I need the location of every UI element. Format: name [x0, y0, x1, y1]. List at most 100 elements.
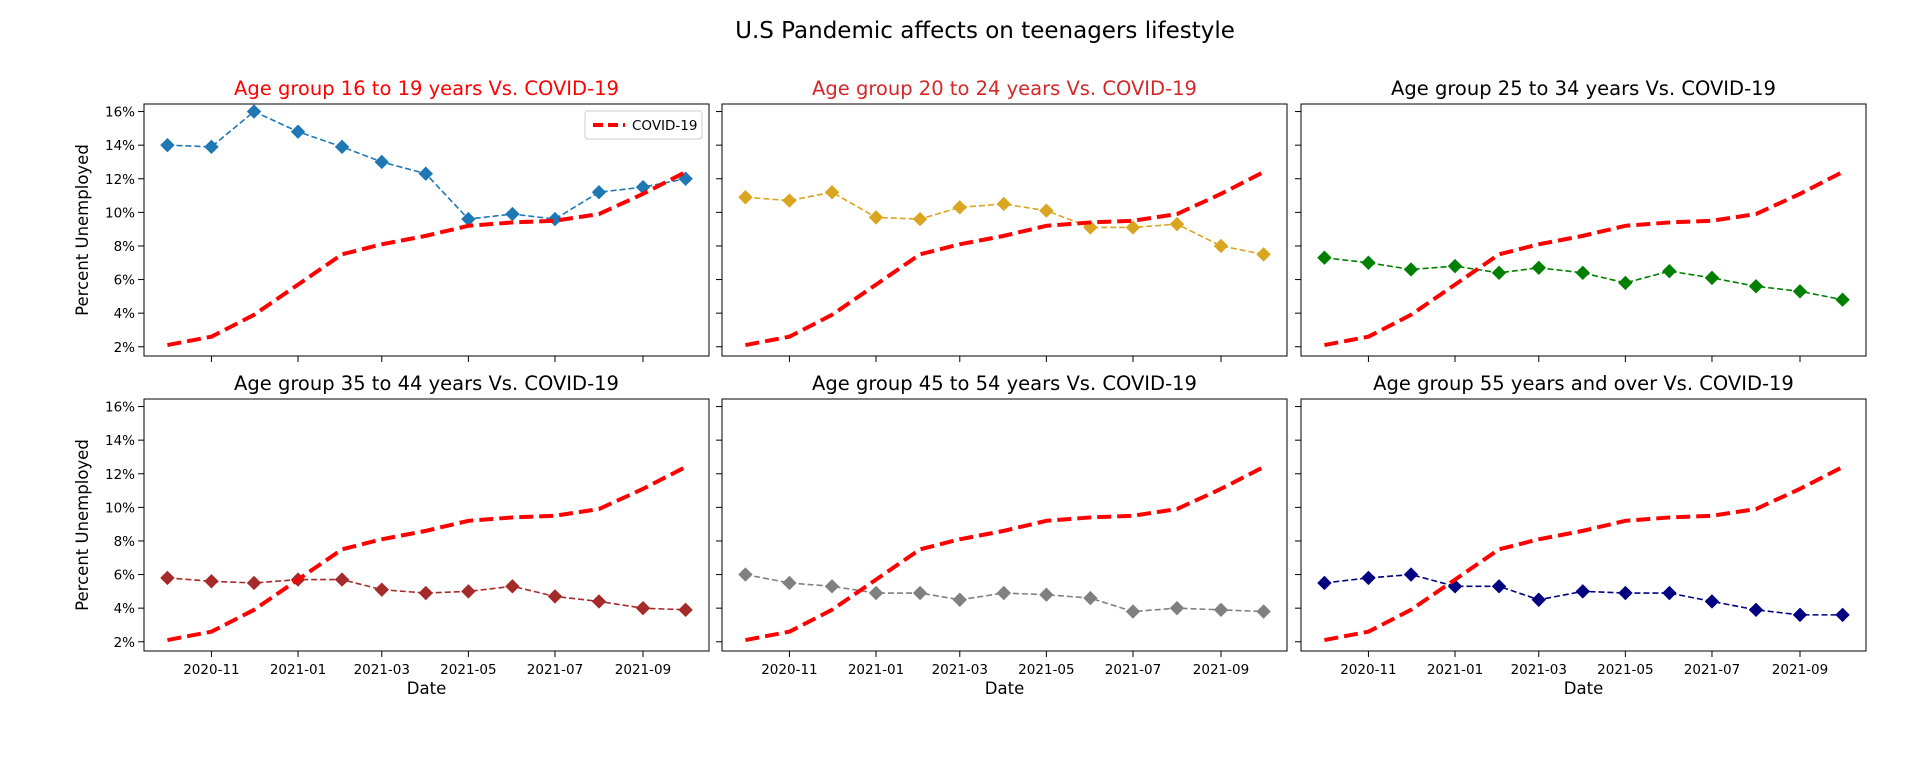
y-tick-label: 12%	[105, 172, 135, 188]
x-axis-label: Date	[407, 679, 446, 698]
panel-frame	[1300, 103, 1867, 357]
age-group-point	[160, 137, 175, 153]
age-group-point	[374, 154, 389, 170]
age-group-point	[1662, 585, 1677, 601]
age-group-point	[505, 579, 520, 594]
panel-title: Age group 16 to 19 years Vs. COVID-19	[234, 77, 619, 100]
x-tick-label: 2020-11	[1340, 662, 1396, 678]
panel-title: Age group 25 to 34 years Vs. COVID-19	[1391, 77, 1776, 100]
x-tick-label: 2021-09	[615, 662, 671, 678]
x-tick-label: 2021-03	[932, 662, 988, 678]
x-tick-label: 2021-03	[1511, 662, 1567, 678]
panel-frame	[143, 103, 710, 357]
x-tick-label: 2021-05	[440, 662, 496, 678]
x-tick-label: 2021-07	[527, 662, 583, 678]
age-group-point	[1662, 263, 1677, 279]
age-group-point	[1531, 260, 1546, 276]
chart-panel-1: Age group 16 to 19 years Vs. COVID-19 2% 4…	[73, 77, 710, 362]
age-group-point	[1083, 590, 1098, 606]
age-group-point	[1575, 265, 1590, 281]
covid-series-line	[167, 170, 687, 348]
age-group-point	[461, 584, 476, 599]
age-group-point	[868, 210, 884, 225]
age-group-point	[1792, 284, 1808, 299]
age-group-point	[1491, 265, 1507, 281]
age-group-point	[1792, 607, 1808, 623]
y-axis-label: Percent Unemployed	[73, 439, 92, 611]
age-group-point	[1447, 258, 1463, 274]
chart-panel-5: Age group 45 to 54 years Vs. COVID-19 202…	[716, 372, 1288, 698]
age-group-point	[1256, 604, 1271, 619]
chart-panel-4: Age group 35 to 44 years Vs. COVID-19 2% 4…	[73, 372, 710, 698]
age-group-point	[334, 139, 350, 155]
x-tick-label: 2021-05	[1018, 662, 1074, 678]
y-tick-label: 10%	[105, 205, 135, 221]
age-group-point	[1403, 567, 1419, 582]
chart-panel-3: Age group 25 to 34 years Vs. COVID-19	[1295, 77, 1867, 362]
legend: COVID-19	[584, 110, 703, 140]
age-group-point	[782, 575, 797, 591]
panels-group: Age group 16 to 19 years Vs. COVID-19 2% 4…	[73, 77, 1867, 698]
age-group-point	[1403, 262, 1419, 277]
panel-title: Age group 45 to 54 years Vs. COVID-19	[812, 372, 1197, 395]
legend-label: COVID-19	[632, 118, 697, 134]
age-group-point	[1213, 238, 1229, 254]
age-group-point	[1361, 570, 1376, 586]
age-group-point	[505, 206, 520, 222]
age-group-point	[1039, 587, 1054, 602]
age-group-point	[418, 166, 433, 181]
y-tick-label: 2%	[114, 340, 136, 356]
x-tick-label: 2020-11	[761, 662, 817, 678]
age-group-point	[1748, 279, 1764, 294]
y-tick-label: 14%	[105, 138, 135, 154]
age-group-point	[635, 600, 651, 616]
age-group-point	[547, 589, 563, 604]
x-tick-label: 2021-01	[270, 662, 326, 678]
x-tick-label: 2021-01	[848, 662, 904, 678]
age-group-point	[1213, 602, 1229, 618]
covid-series-line	[745, 465, 1265, 643]
age-group-point	[418, 585, 433, 601]
age-group-point	[996, 196, 1011, 212]
y-tick-label: 12%	[105, 467, 135, 483]
age-group-point	[1704, 270, 1720, 286]
age-group-point	[912, 585, 928, 601]
age-group-point	[591, 184, 607, 200]
y-tick-label: 10%	[105, 500, 135, 516]
age-group-point	[246, 575, 262, 591]
age-group-point	[1748, 602, 1764, 618]
y-tick-label: 4%	[114, 306, 136, 322]
y-tick-label: 14%	[105, 433, 135, 449]
legend-box	[584, 110, 703, 140]
age-group-point	[1618, 585, 1633, 601]
age-group-point	[738, 567, 753, 582]
age-group-point	[204, 574, 219, 589]
x-tick-label: 2021-07	[1105, 662, 1161, 678]
age-group-point	[374, 582, 389, 597]
age-group-point	[1835, 607, 1850, 623]
y-tick-label: 4%	[114, 601, 136, 617]
age-group-point	[334, 572, 350, 587]
x-tick-label: 2021-03	[354, 662, 410, 678]
age-group-point	[1125, 604, 1141, 619]
age-group-point	[824, 184, 840, 200]
age-group-point	[160, 570, 175, 586]
panel-frame	[721, 398, 1288, 652]
age-group-point	[824, 579, 840, 594]
panel-title: Age group 55 years and over Vs. COVID-19	[1373, 372, 1794, 395]
age-group-point	[868, 585, 884, 601]
age-group-point	[1361, 255, 1376, 270]
x-tick-label: 2021-09	[1193, 662, 1249, 678]
age-group-point	[782, 193, 797, 208]
x-axis-label: Date	[1564, 679, 1603, 698]
age-group-point	[1039, 203, 1054, 218]
y-axis-label: Percent Unemployed	[73, 144, 92, 316]
age-group-point	[1491, 579, 1507, 594]
age-group-point	[290, 124, 306, 139]
y-tick-label: 8%	[114, 534, 136, 550]
age-group-point	[1575, 584, 1590, 599]
covid-series-line	[745, 170, 1265, 348]
age-group-point	[1835, 292, 1850, 307]
x-tick-label: 2020-11	[183, 662, 239, 678]
age-group-point	[204, 139, 219, 155]
